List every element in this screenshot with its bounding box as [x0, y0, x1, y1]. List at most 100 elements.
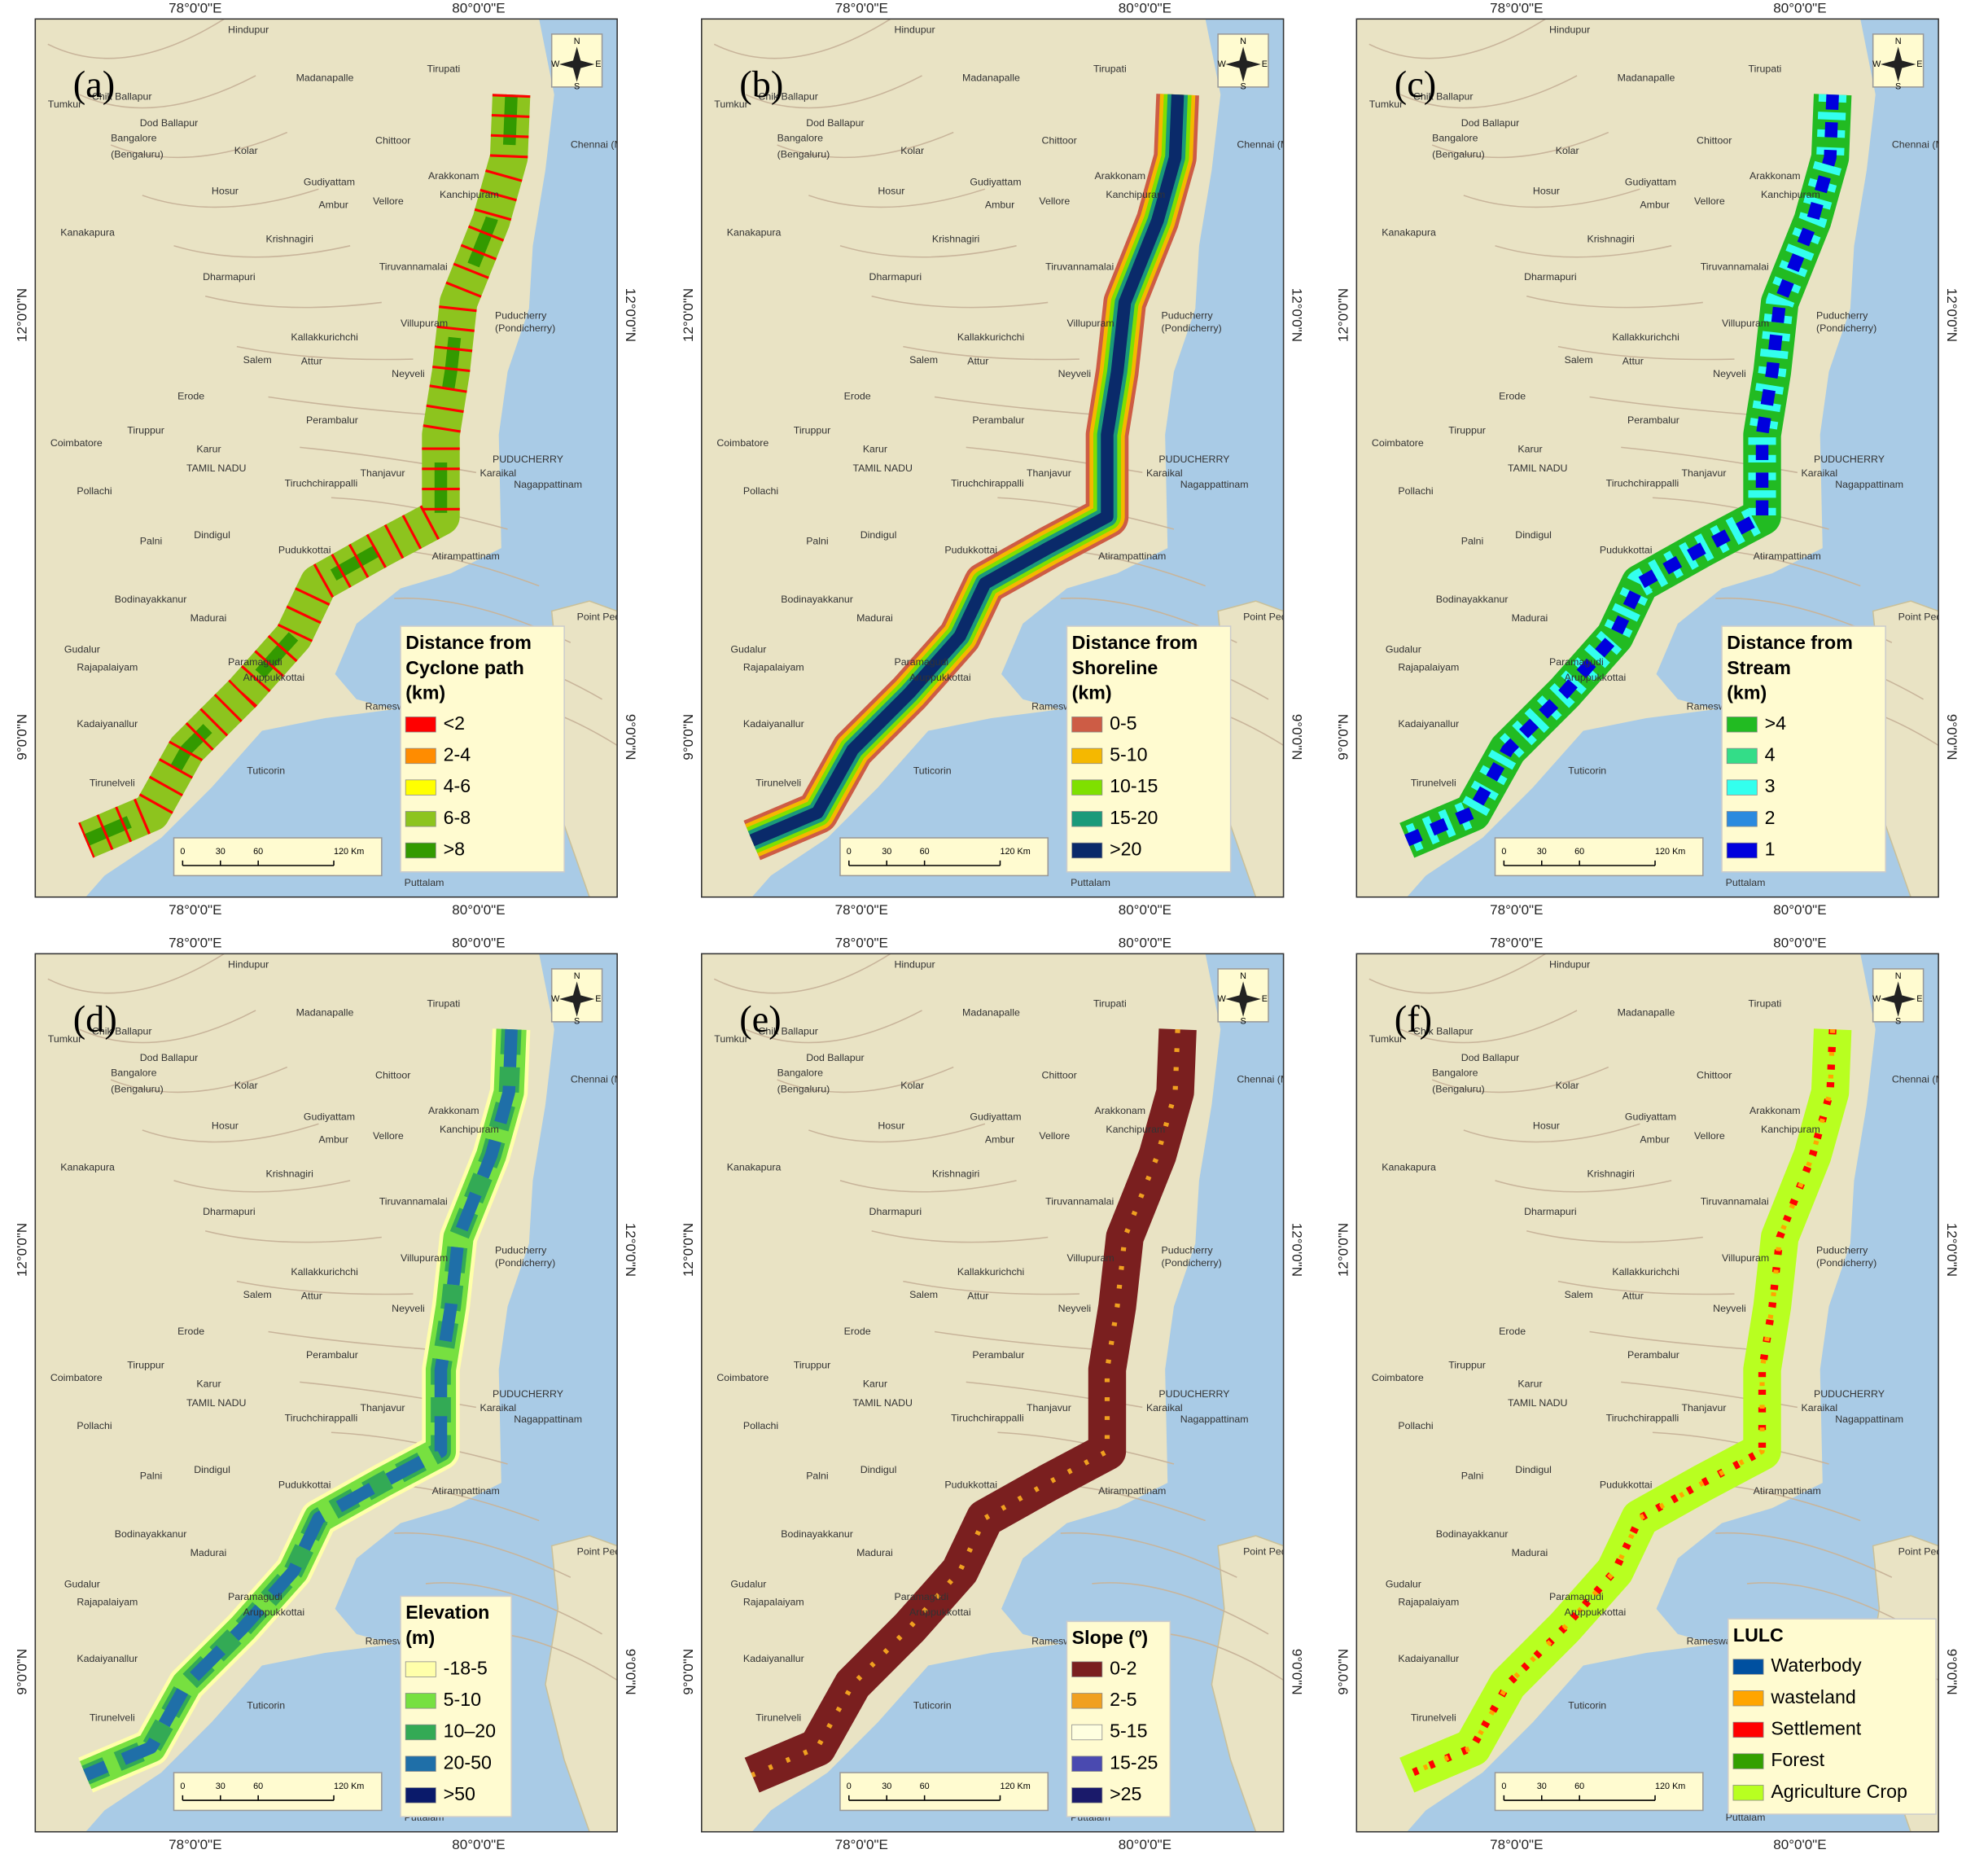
road — [236, 1280, 414, 1295]
place-name: Paramagudi — [228, 1591, 282, 1602]
place-name: Hosur — [878, 1120, 904, 1132]
place-name: Chik Ballapur — [1413, 91, 1474, 103]
place-name: Villupuram — [1722, 1252, 1769, 1264]
place-name: Madurai — [190, 612, 227, 624]
place-name: Rajapalaiyam — [743, 661, 804, 673]
road — [1400, 1010, 1578, 1044]
scale-label: 30 — [1537, 1782, 1547, 1791]
place-name: Hindupur — [228, 24, 269, 36]
legend-swatch — [1726, 842, 1758, 859]
place-name: Neyveli — [1713, 368, 1746, 379]
legend-label: 20-50 — [444, 1751, 492, 1773]
legend-label: >25 — [1110, 1783, 1141, 1804]
place-name: Pollachi — [1398, 1420, 1433, 1431]
place-name: (Bengaluru) — [777, 1084, 830, 1095]
compass-letter: W — [551, 59, 560, 69]
place-name: Erode — [177, 1326, 204, 1337]
place-name: Tiruvannamalai — [1045, 1195, 1114, 1207]
place-name: Tuticorin — [247, 765, 285, 776]
scale-label: 120 Km — [334, 1782, 364, 1791]
place-name: (Pondicherry) — [1162, 322, 1222, 334]
legend-label: 5-10 — [1110, 744, 1147, 765]
scale-label: 0 — [180, 847, 185, 857]
place-name: Attur — [967, 355, 988, 366]
place-name: Puducherry — [1816, 310, 1868, 322]
place-name: Puducherry — [1162, 310, 1214, 322]
place-name: Tiruvannamalai — [1701, 1195, 1769, 1207]
panel-label: (c) — [1395, 64, 1437, 106]
scale-label: 30 — [216, 847, 226, 857]
place-name: Dindigul — [1515, 1464, 1552, 1475]
place-name: Madanapalle — [1618, 72, 1675, 83]
latitude-label: 9°0'0"N — [623, 1649, 638, 1695]
road — [79, 75, 256, 109]
place-name: Bodinayakkanur — [781, 594, 853, 605]
place-name: Point Pedro — [1243, 1546, 1296, 1558]
place-name: Tiruchchirappalli — [285, 1413, 358, 1424]
place-name: Salem — [1565, 354, 1593, 366]
scale-label: 120 Km — [334, 847, 364, 857]
place-name: PUDUCHERRY — [1158, 1388, 1229, 1400]
place-name: Kanchipuram — [1106, 1124, 1165, 1135]
scale-bar-box — [839, 1772, 1049, 1812]
legend-swatch — [1071, 842, 1103, 859]
place-name: Coimbatore — [716, 1372, 769, 1383]
road — [1526, 295, 1703, 309]
legend-swatch — [1732, 1721, 1764, 1738]
place-name: Chik Ballapur — [92, 91, 152, 103]
place-name: Bangalore — [111, 1067, 156, 1079]
place-name: Coimbatore — [50, 1372, 103, 1383]
legend-label: 0-5 — [1110, 712, 1137, 734]
latitude-label: 12°0'0"N — [681, 1223, 696, 1277]
place-name: Kanchipuram — [1761, 1124, 1820, 1135]
place-name: Gudiyattam — [970, 177, 1021, 188]
road — [1463, 188, 1640, 208]
place-name: Tiruppur — [127, 1360, 164, 1371]
compass-star — [1225, 46, 1261, 82]
place-name: Dod Ballapur — [140, 117, 198, 129]
place-name: Tiruchchirappalli — [951, 1413, 1024, 1424]
place-name: Tumkur — [714, 1033, 747, 1045]
latitude-label: 12°0'0"N — [1335, 1223, 1351, 1277]
place-name: Point Pedro — [577, 611, 630, 623]
place-name: Bodinayakkanur — [1436, 1528, 1509, 1540]
road — [745, 75, 922, 109]
place-name: Neyveli — [1713, 1303, 1746, 1314]
scale-label: 0 — [847, 847, 852, 857]
road — [1463, 1123, 1640, 1143]
compass-star — [1880, 981, 1916, 1017]
place-name: Atirampattinam — [1098, 1485, 1166, 1497]
place-name: Rajapalaiyam — [77, 661, 138, 673]
scale-label: 120 Km — [1655, 847, 1685, 857]
place-name: Gudalur — [1386, 644, 1421, 655]
place-name: Palni — [806, 1471, 828, 1482]
place-name: Kanchipuram — [440, 1124, 499, 1135]
scale-label: 120 Km — [1000, 1782, 1030, 1791]
place-name: Palni — [1461, 536, 1483, 547]
compass-star — [1880, 46, 1916, 82]
place-name: Kadaiyanallur — [77, 718, 138, 730]
place-name: (Pondicherry) — [1162, 1257, 1222, 1269]
place-name: Rajapalaiyam — [1398, 1596, 1459, 1607]
place-name: Kallakkurichchi — [291, 331, 357, 343]
place-name: (Bengaluru) — [1432, 149, 1485, 160]
place-name: Krishnagiri — [1587, 233, 1634, 244]
place-name: Tuticorin — [913, 1699, 952, 1711]
place-name: Kanchipuram — [440, 189, 499, 200]
place-name: Bangalore — [777, 133, 823, 144]
legend-title: Cyclone path — [405, 657, 524, 678]
study-area — [749, 94, 1185, 847]
road — [839, 245, 1017, 258]
place-name: Tirunelveli — [90, 1712, 135, 1724]
legend-title: Elevation — [405, 1602, 489, 1623]
longitude-label: 78°0'0"E — [1490, 0, 1543, 15]
place-name: Attur — [1622, 1290, 1644, 1301]
latitude-label: 9°0'0"N — [681, 714, 696, 760]
place-name: Thanjavur — [1682, 1402, 1727, 1414]
study-area — [78, 94, 531, 858]
place-name: Kadaiyanallur — [77, 1653, 138, 1664]
place-name: Vellore — [373, 195, 404, 207]
road — [1589, 1330, 1767, 1352]
longitude-label: 80°0'0"E — [452, 935, 505, 950]
